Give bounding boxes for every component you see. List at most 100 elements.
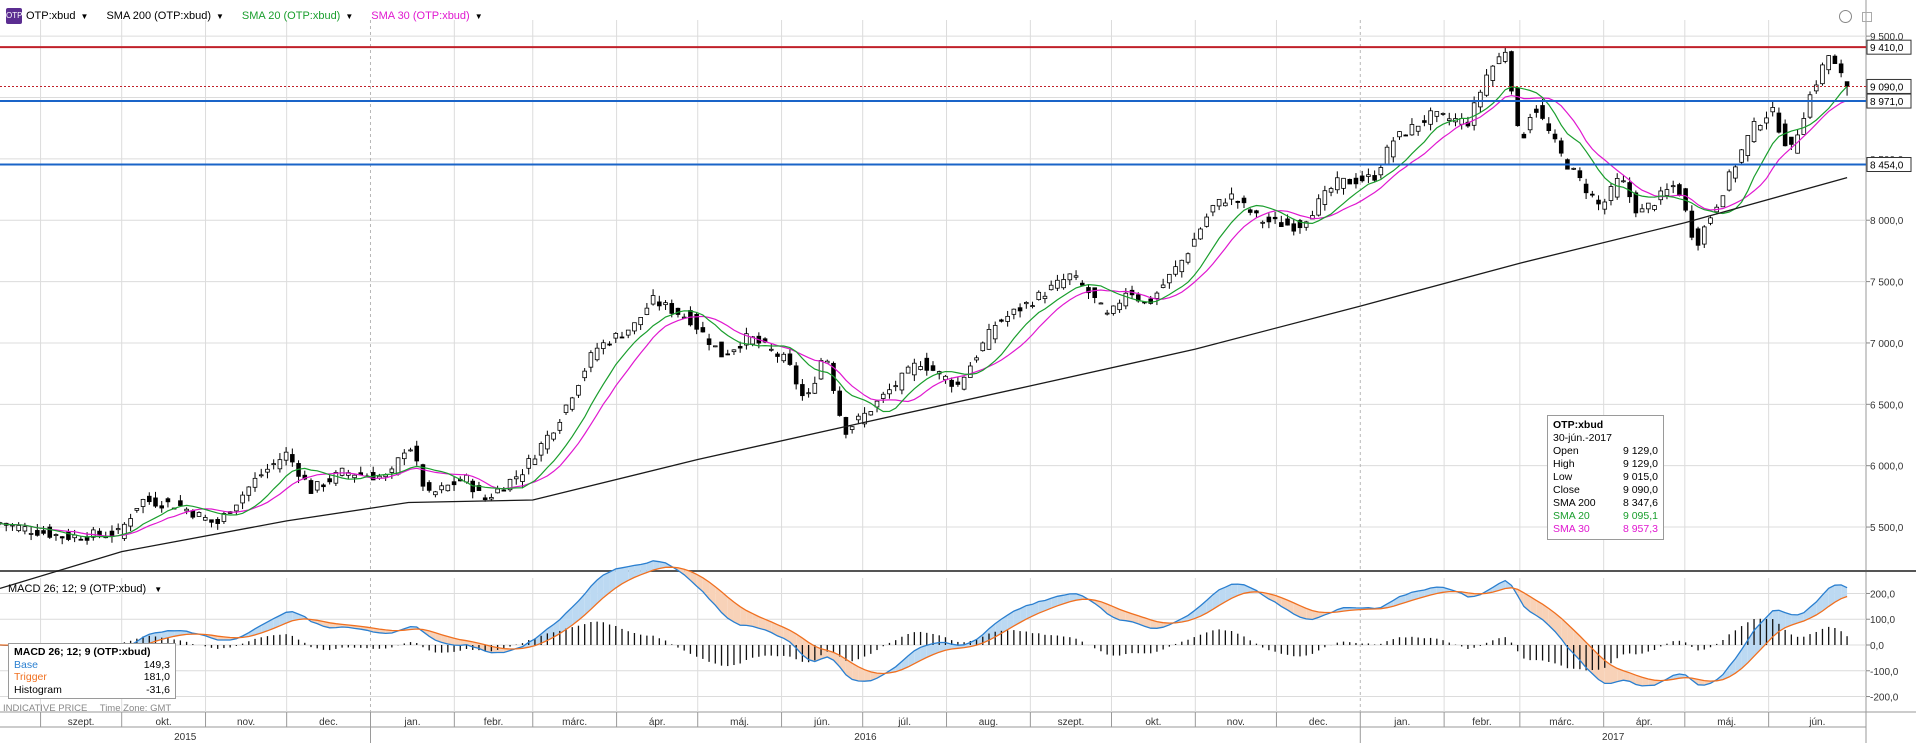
candle-body xyxy=(1024,302,1029,305)
macd-fill xyxy=(814,646,822,662)
macd-fill xyxy=(833,652,840,667)
candle-body xyxy=(1577,170,1583,179)
candle-body xyxy=(1614,178,1620,198)
macd-fill xyxy=(279,612,287,626)
month-label: nov. xyxy=(1227,717,1245,728)
macd-fill xyxy=(1069,593,1077,602)
indicator-sma20-selector[interactable]: SMA 20 (OTP:xbud) ▼ xyxy=(242,10,353,22)
macd-fill xyxy=(572,600,579,626)
macd-fill xyxy=(1567,624,1574,654)
month-label: aug. xyxy=(979,717,998,728)
candle-body xyxy=(1720,195,1726,208)
candle-body xyxy=(41,530,46,534)
macd-fill xyxy=(609,568,616,593)
macd-fill xyxy=(1648,678,1655,686)
macd-fill xyxy=(454,638,461,646)
candle-body xyxy=(657,301,662,307)
info-row-sma20: SMA 20 9 095,1 xyxy=(1553,510,1658,523)
candle-body xyxy=(1347,178,1353,185)
candle-body xyxy=(314,481,320,491)
month-label: dec. xyxy=(319,717,338,728)
macd-fill xyxy=(273,615,280,629)
year-label: 2015 xyxy=(174,732,197,743)
candle-body xyxy=(1042,295,1048,299)
candle-body xyxy=(1652,205,1657,210)
macd-fill xyxy=(1399,594,1406,605)
candle-body xyxy=(775,353,780,357)
macd-fill xyxy=(1722,666,1730,680)
macd-fill xyxy=(441,634,448,644)
chevron-down-icon: ▼ xyxy=(474,11,483,21)
candle-body xyxy=(719,341,724,358)
level-tag-label: 9 410,0 xyxy=(1870,43,1904,54)
macd-fill xyxy=(783,627,790,642)
macd-fill xyxy=(1225,584,1232,602)
macd-fill xyxy=(690,571,697,587)
candle-body xyxy=(115,528,121,531)
macd-fill xyxy=(982,628,989,644)
macd-fill xyxy=(615,567,622,588)
chevron-down-icon: ▼ xyxy=(216,11,224,21)
macd-fill xyxy=(1623,670,1630,682)
macd-fill xyxy=(702,577,710,599)
candle-body xyxy=(918,366,923,370)
macd-tick-label: 200,0 xyxy=(1870,589,1895,600)
macd-tick-label: -100,0 xyxy=(1870,667,1899,678)
candle-body xyxy=(1434,111,1440,117)
chevron-down-icon: ▼ xyxy=(80,11,89,21)
macd-fill xyxy=(1735,649,1742,674)
candle-body xyxy=(856,415,861,421)
month-label: ápr. xyxy=(1636,717,1653,728)
info-box-title: OTP:xbud xyxy=(1553,419,1604,431)
candle-body xyxy=(880,393,886,399)
macd-value: -31,6 xyxy=(146,683,170,696)
candle-body xyxy=(1073,275,1079,278)
candle-body xyxy=(1633,192,1639,214)
candle-body xyxy=(1807,94,1813,118)
month-label: febr. xyxy=(1472,717,1491,728)
info-label: High xyxy=(1553,458,1575,470)
candle-body xyxy=(221,513,227,522)
macd-fill xyxy=(435,632,442,643)
candle-body xyxy=(1521,133,1527,139)
candle-body xyxy=(1247,209,1253,213)
candle-body xyxy=(283,451,289,461)
macd-fill xyxy=(1001,615,1008,634)
candle-body xyxy=(1621,180,1626,183)
macd-fill xyxy=(1113,606,1120,620)
candle-body xyxy=(1670,185,1676,188)
macd-fill xyxy=(1125,611,1133,622)
candle-body xyxy=(713,345,718,348)
macd-fill xyxy=(1231,584,1238,599)
month-label: dec. xyxy=(1309,717,1328,728)
window-icon[interactable] xyxy=(1862,12,1872,22)
macd-fill xyxy=(765,619,772,633)
macd-fill xyxy=(478,643,486,652)
macd-fill xyxy=(584,586,591,616)
candle-body xyxy=(1471,102,1477,126)
candle-body xyxy=(165,498,171,503)
clock-icon[interactable] xyxy=(1839,10,1852,23)
symbol-selector[interactable]: OTP:xbud ▼ xyxy=(26,10,88,22)
macd-fill xyxy=(1772,610,1779,637)
candle-body xyxy=(16,525,21,532)
macd-fill xyxy=(541,628,548,644)
macd-fill xyxy=(733,602,741,626)
candle-body xyxy=(1776,112,1782,133)
macd-value: 181,0 xyxy=(143,671,170,683)
candle-body xyxy=(769,348,774,351)
candle-body xyxy=(420,464,426,487)
candle-body xyxy=(290,454,295,463)
macd-fill xyxy=(1100,601,1108,614)
month-label: ápr. xyxy=(649,717,666,728)
macd-fill xyxy=(752,613,759,629)
candle-body xyxy=(1198,228,1203,240)
indicator-sma30-selector[interactable]: SMA 30 (OTP:xbud) ▼ xyxy=(371,10,482,22)
candle-body xyxy=(837,390,842,416)
candle-body xyxy=(1061,279,1066,289)
level-tag-label: 8 454,0 xyxy=(1870,161,1904,172)
indicator-sma200-selector[interactable]: SMA 200 (OTP:xbud) ▼ xyxy=(106,10,223,22)
macd-indicator-selector[interactable]: MACD 26; 12; 9 (OTP:xbud) ▼ xyxy=(8,583,162,595)
macd-fill xyxy=(1610,665,1618,684)
candle-body xyxy=(1826,55,1831,71)
